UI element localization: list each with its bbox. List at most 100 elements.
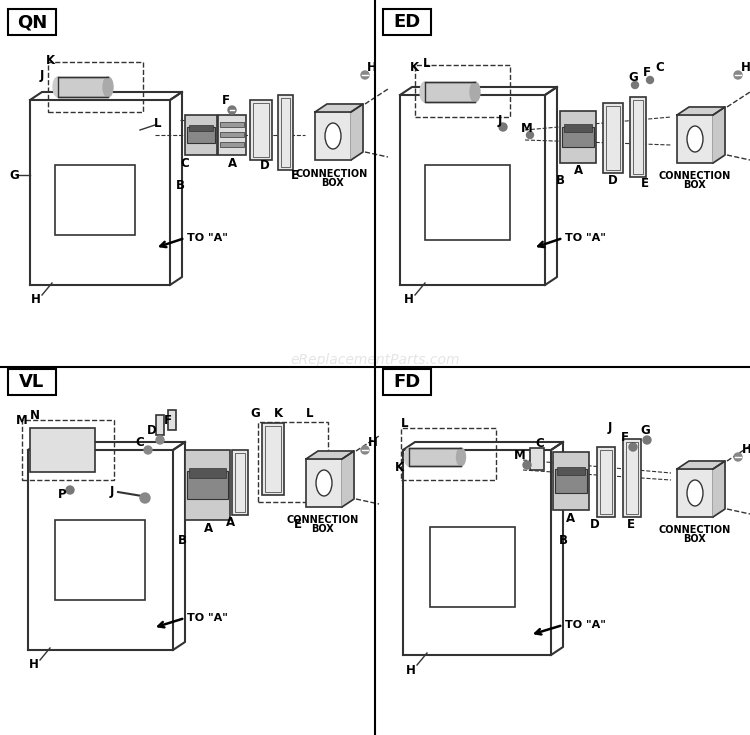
Text: H: H	[741, 60, 750, 74]
Bar	[220, 132, 244, 137]
Text: F: F	[164, 414, 172, 426]
Text: L: L	[423, 57, 430, 70]
Text: H: H	[29, 659, 39, 672]
Circle shape	[361, 446, 369, 454]
Bar	[185, 450, 230, 520]
Polygon shape	[713, 461, 725, 517]
Bar	[30, 428, 95, 472]
Text: P: P	[58, 489, 66, 501]
Polygon shape	[342, 451, 354, 507]
Ellipse shape	[316, 470, 332, 496]
Bar	[55, 520, 145, 600]
Circle shape	[643, 436, 651, 444]
Bar	[55, 165, 135, 235]
Bar	[409, 448, 461, 466]
Text: B: B	[559, 534, 568, 547]
Text: VL: VL	[20, 373, 45, 391]
Bar	[415, 65, 510, 117]
Ellipse shape	[420, 82, 430, 102]
Text: TO "A": TO "A"	[565, 620, 606, 630]
Text: F: F	[643, 65, 651, 79]
Bar	[156, 415, 164, 435]
Bar	[425, 82, 475, 102]
Text: K: K	[274, 406, 283, 420]
Bar	[278, 95, 293, 170]
Bar	[562, 126, 594, 148]
Bar	[430, 527, 515, 607]
Bar	[265, 426, 281, 492]
Ellipse shape	[687, 126, 703, 152]
Text: H: H	[367, 60, 377, 74]
Bar	[603, 103, 623, 173]
Text: C: C	[136, 436, 144, 448]
Bar	[253, 103, 269, 157]
Bar	[626, 442, 638, 514]
Bar	[315, 112, 351, 160]
Circle shape	[499, 123, 507, 131]
Circle shape	[523, 461, 531, 469]
Bar	[557, 467, 585, 476]
Bar	[606, 106, 620, 170]
Text: N: N	[30, 409, 40, 421]
Circle shape	[228, 106, 236, 114]
Text: J: J	[498, 113, 502, 126]
Text: D: D	[608, 173, 618, 187]
Bar	[232, 450, 248, 515]
Text: B: B	[556, 173, 565, 187]
Text: D: D	[147, 423, 157, 437]
Text: M: M	[514, 448, 526, 462]
Bar	[187, 127, 215, 143]
Text: L: L	[401, 417, 409, 429]
Polygon shape	[677, 461, 725, 469]
Bar	[189, 125, 213, 131]
Bar	[383, 369, 431, 395]
Bar	[185, 115, 217, 155]
Text: A: A	[574, 163, 583, 176]
Bar	[383, 9, 431, 35]
Bar	[560, 111, 596, 163]
Polygon shape	[713, 107, 725, 163]
Circle shape	[66, 486, 74, 494]
Bar	[218, 115, 246, 155]
Text: eReplacementParts.com: eReplacementParts.com	[290, 353, 460, 367]
Text: L: L	[154, 117, 162, 129]
Text: ED: ED	[393, 13, 421, 31]
Polygon shape	[677, 107, 725, 115]
Text: H: H	[368, 436, 378, 448]
Text: QN: QN	[16, 13, 47, 31]
Ellipse shape	[325, 123, 341, 149]
Bar	[235, 453, 245, 512]
Text: G: G	[628, 71, 638, 84]
Bar	[600, 450, 612, 514]
Polygon shape	[315, 104, 363, 112]
Bar	[189, 467, 226, 478]
Text: E: E	[291, 168, 299, 182]
Text: K: K	[46, 54, 55, 66]
Text: E: E	[641, 176, 649, 190]
Text: D: D	[260, 159, 270, 171]
Bar	[425, 165, 510, 240]
Circle shape	[361, 71, 369, 79]
Circle shape	[156, 436, 164, 444]
Bar	[555, 470, 587, 492]
Circle shape	[144, 446, 152, 454]
Text: L: L	[306, 406, 314, 420]
Bar	[8, 369, 56, 395]
Text: TO "A": TO "A"	[187, 233, 228, 243]
Text: C: C	[656, 60, 664, 74]
Text: A: A	[227, 157, 236, 170]
Circle shape	[629, 443, 637, 451]
Ellipse shape	[687, 480, 703, 506]
Text: H: H	[406, 664, 416, 676]
Text: K: K	[410, 60, 419, 74]
Bar	[564, 124, 592, 132]
Bar	[262, 423, 284, 495]
Text: A: A	[226, 517, 235, 529]
Text: FD: FD	[393, 373, 421, 391]
Bar	[58, 77, 108, 97]
Text: K: K	[394, 461, 404, 473]
Bar	[623, 439, 641, 517]
Text: J: J	[608, 420, 612, 434]
Text: H: H	[742, 442, 750, 456]
Bar	[630, 97, 646, 177]
